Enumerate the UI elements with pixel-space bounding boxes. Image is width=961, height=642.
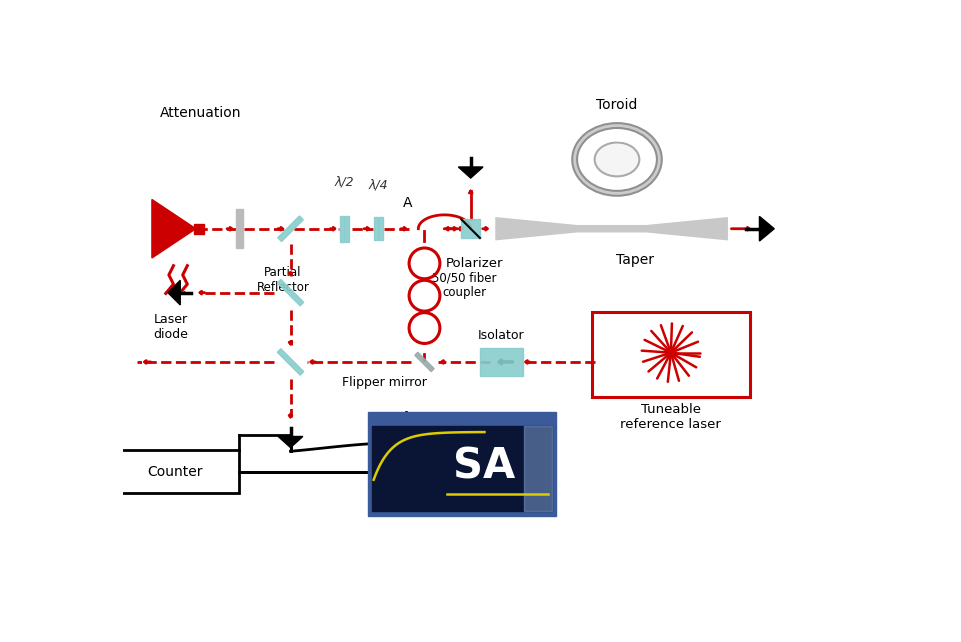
Ellipse shape <box>594 143 639 177</box>
Bar <box>344 216 349 242</box>
Bar <box>379 217 382 240</box>
Text: Taper: Taper <box>615 254 653 267</box>
Text: reference laser: reference laser <box>620 418 721 431</box>
Text: Laser
diode: Laser diode <box>153 313 187 342</box>
Text: λ/2: λ/2 <box>334 176 354 189</box>
Text: Polarizer: Polarizer <box>446 257 503 270</box>
Bar <box>461 220 480 238</box>
Text: Partial
Reflector: Partial Reflector <box>257 266 308 293</box>
Polygon shape <box>152 200 196 258</box>
Text: A: A <box>403 196 412 210</box>
Text: Attenuation: Attenuation <box>160 106 241 120</box>
Bar <box>372 426 551 511</box>
Text: Counter: Counter <box>147 465 203 479</box>
Bar <box>367 412 555 516</box>
Bar <box>194 224 204 234</box>
Circle shape <box>666 348 675 358</box>
Text: Flipper mirror: Flipper mirror <box>342 376 427 389</box>
Bar <box>591 312 749 397</box>
Polygon shape <box>278 216 303 241</box>
Text: Toroid: Toroid <box>596 98 637 112</box>
Polygon shape <box>168 281 180 305</box>
Text: Tuneable: Tuneable <box>640 403 701 416</box>
Polygon shape <box>758 216 774 241</box>
Polygon shape <box>278 437 303 447</box>
Text: SA: SA <box>453 445 515 487</box>
Text: Isolator: Isolator <box>478 329 525 342</box>
Text: 50/50 fiber
coupler: 50/50 fiber coupler <box>431 271 496 299</box>
Bar <box>524 426 551 511</box>
Polygon shape <box>277 279 304 306</box>
Polygon shape <box>414 352 433 372</box>
Polygon shape <box>457 167 482 178</box>
Bar <box>111 451 238 493</box>
Polygon shape <box>277 349 304 375</box>
Bar <box>373 217 378 240</box>
Text: λ/4: λ/4 <box>368 178 387 192</box>
Polygon shape <box>496 218 727 239</box>
Bar <box>339 216 344 242</box>
Bar <box>236 209 243 248</box>
Bar <box>480 348 523 376</box>
